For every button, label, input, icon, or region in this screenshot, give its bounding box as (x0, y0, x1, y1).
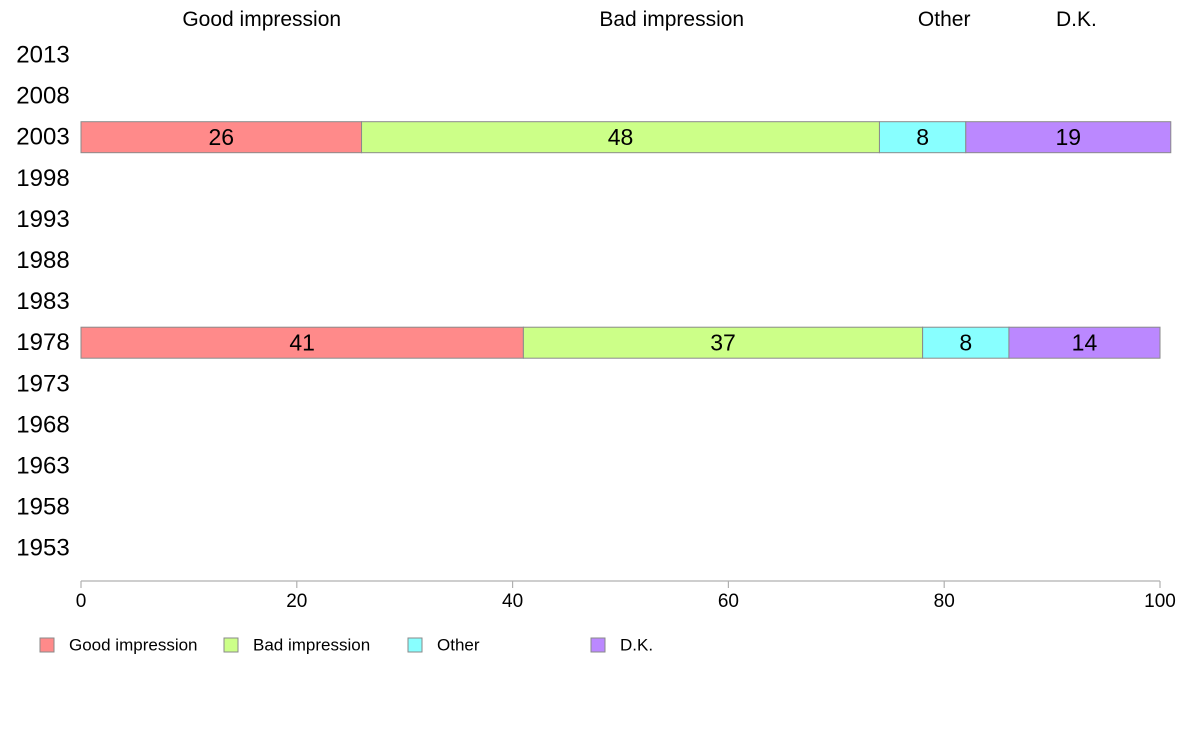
bar-segment (80, 121, 363, 154)
x-tick-label: 0 (76, 591, 87, 612)
bar-segment (878, 121, 967, 154)
bar-value-label: 48 (608, 124, 634, 150)
legend-swatch (590, 637, 606, 653)
bar-value-label: 14 (1072, 330, 1098, 356)
legend-label: Good impression (69, 636, 198, 655)
year-label: 1963 (16, 453, 69, 480)
year-label: 1993 (16, 206, 69, 233)
bars: 26 48 8 19 41 37 8 14 (80, 121, 1172, 359)
legend-label: Other (437, 636, 480, 655)
x-tick-label: 100 (1144, 591, 1176, 612)
bar-value-label: 41 (289, 330, 315, 356)
year-label: 1978 (16, 329, 69, 356)
bar-segment (80, 326, 524, 359)
column-header: Good impression (182, 8, 341, 31)
year-label: 1983 (16, 288, 69, 315)
bar-value-label: 26 (208, 124, 234, 150)
year-label: 1958 (16, 494, 69, 521)
bar-value-label: 37 (710, 330, 736, 356)
legend-swatch (39, 637, 55, 653)
x-axis: 0 20 40 60 80 100 (76, 580, 1176, 612)
year-label: 2003 (16, 124, 69, 151)
x-tick-label: 60 (718, 591, 739, 612)
x-tick-label: 40 (502, 591, 523, 612)
year-label: 1998 (16, 165, 69, 192)
bar-segment (361, 121, 880, 154)
legend: Good impression Bad impression Other D.K. (39, 636, 653, 655)
bar-segment (1008, 326, 1161, 359)
column-header: D.K. (1056, 8, 1097, 31)
bar-value-label: 19 (1055, 124, 1081, 150)
column-header: Bad impression (599, 8, 744, 31)
bar-value-label: 8 (959, 330, 972, 356)
bar-segment (922, 326, 1010, 359)
year-labels: 2013 2008 2003 1998 1993 1988 1983 1978 1973 1968… (16, 42, 69, 562)
year-label: 1953 (16, 535, 69, 562)
legend-label: D.K. (620, 636, 653, 655)
x-tick-label: 80 (934, 591, 955, 612)
column-header: Other (918, 8, 971, 31)
bar-segment (965, 121, 1172, 154)
year-label: 2013 (16, 42, 69, 69)
legend-swatch (223, 637, 239, 653)
year-label: 1988 (16, 247, 69, 274)
bar-segment (522, 326, 924, 359)
x-tick-label: 20 (286, 591, 307, 612)
year-label: 1968 (16, 411, 69, 438)
legend-label: Bad impression (253, 636, 370, 655)
year-label: 1973 (16, 370, 69, 397)
bar-value-label: 8 (916, 124, 929, 150)
legend-swatch (407, 637, 423, 653)
year-label: 2008 (16, 83, 69, 110)
column-headers: Good impression Bad impression Other D.K. (182, 8, 1096, 31)
